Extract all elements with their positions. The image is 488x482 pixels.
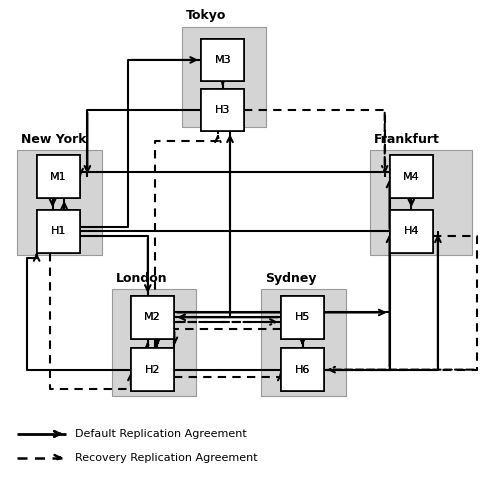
FancyBboxPatch shape — [201, 89, 244, 132]
Text: M4: M4 — [402, 172, 419, 182]
Text: London: London — [115, 272, 167, 285]
FancyBboxPatch shape — [37, 155, 80, 198]
Text: H2: H2 — [144, 365, 160, 375]
Text: Frankfurt: Frankfurt — [373, 133, 439, 146]
Text: Default Replication Agreement: Default Replication Agreement — [75, 429, 246, 439]
FancyBboxPatch shape — [369, 150, 471, 255]
FancyBboxPatch shape — [280, 348, 324, 391]
FancyBboxPatch shape — [280, 348, 324, 391]
Text: M2: M2 — [144, 312, 161, 322]
FancyBboxPatch shape — [389, 155, 432, 198]
Text: H6: H6 — [294, 365, 309, 375]
Text: Tokyo: Tokyo — [185, 9, 225, 22]
Text: H5: H5 — [294, 312, 309, 322]
FancyBboxPatch shape — [111, 289, 196, 396]
Text: H2: H2 — [144, 365, 160, 375]
FancyBboxPatch shape — [280, 296, 324, 339]
Text: H6: H6 — [294, 365, 309, 375]
FancyBboxPatch shape — [37, 210, 80, 253]
FancyBboxPatch shape — [131, 296, 174, 339]
FancyBboxPatch shape — [389, 210, 432, 253]
Text: M4: M4 — [402, 172, 419, 182]
Text: M3: M3 — [214, 55, 231, 65]
Text: H3: H3 — [215, 105, 230, 115]
Text: Recovery Replication Agreement: Recovery Replication Agreement — [75, 453, 257, 463]
FancyBboxPatch shape — [389, 155, 432, 198]
FancyBboxPatch shape — [389, 210, 432, 253]
Text: New York: New York — [21, 133, 86, 146]
Text: Sydney: Sydney — [265, 272, 316, 285]
Text: M3: M3 — [214, 55, 231, 65]
FancyBboxPatch shape — [181, 27, 265, 127]
Text: M1: M1 — [50, 172, 66, 182]
FancyBboxPatch shape — [131, 348, 174, 391]
Text: H1: H1 — [51, 227, 66, 237]
FancyBboxPatch shape — [37, 210, 80, 253]
Text: H3: H3 — [215, 105, 230, 115]
FancyBboxPatch shape — [201, 39, 244, 81]
FancyBboxPatch shape — [37, 155, 80, 198]
Text: H4: H4 — [403, 227, 418, 237]
Text: M2: M2 — [144, 312, 161, 322]
FancyBboxPatch shape — [131, 296, 174, 339]
Text: M1: M1 — [50, 172, 66, 182]
FancyBboxPatch shape — [201, 39, 244, 81]
Text: H1: H1 — [51, 227, 66, 237]
FancyBboxPatch shape — [280, 296, 324, 339]
FancyBboxPatch shape — [17, 150, 102, 255]
FancyBboxPatch shape — [201, 89, 244, 132]
Text: H4: H4 — [403, 227, 418, 237]
FancyBboxPatch shape — [261, 289, 346, 396]
FancyBboxPatch shape — [131, 348, 174, 391]
Text: H5: H5 — [294, 312, 309, 322]
